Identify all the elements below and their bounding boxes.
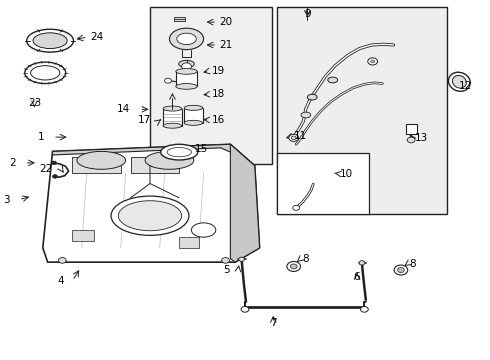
Circle shape	[182, 63, 192, 70]
Bar	[72, 230, 94, 241]
Ellipse shape	[163, 123, 182, 128]
Bar	[72, 157, 121, 173]
Circle shape	[359, 261, 365, 265]
Circle shape	[371, 60, 374, 63]
Text: 19: 19	[212, 66, 225, 76]
Text: 1: 1	[38, 132, 44, 142]
Text: 6: 6	[354, 272, 360, 282]
Circle shape	[51, 161, 56, 165]
Ellipse shape	[176, 68, 197, 74]
Bar	[277, 7, 447, 214]
Bar	[179, 237, 199, 248]
Circle shape	[52, 175, 57, 178]
Circle shape	[368, 58, 377, 65]
Text: 13: 13	[415, 133, 428, 143]
Circle shape	[361, 306, 368, 312]
Text: 18: 18	[212, 89, 225, 99]
Ellipse shape	[184, 120, 202, 125]
Text: 5: 5	[223, 265, 229, 275]
Ellipse shape	[328, 77, 338, 83]
Polygon shape	[52, 144, 255, 166]
Ellipse shape	[176, 84, 197, 89]
Circle shape	[290, 264, 297, 269]
Text: 8: 8	[410, 259, 416, 269]
Ellipse shape	[184, 105, 202, 111]
Polygon shape	[43, 144, 260, 262]
Circle shape	[58, 257, 66, 263]
Ellipse shape	[145, 152, 194, 169]
Text: 8: 8	[302, 254, 309, 264]
Ellipse shape	[452, 75, 466, 88]
Ellipse shape	[167, 148, 192, 157]
Circle shape	[239, 257, 245, 261]
Text: 23: 23	[28, 98, 41, 108]
Text: 11: 11	[294, 131, 307, 141]
Circle shape	[291, 136, 296, 140]
Ellipse shape	[30, 66, 60, 80]
Circle shape	[394, 265, 408, 275]
Text: 15: 15	[196, 144, 209, 154]
Ellipse shape	[163, 106, 182, 111]
Bar	[130, 157, 179, 173]
Bar	[163, 109, 182, 126]
Ellipse shape	[177, 33, 196, 45]
Ellipse shape	[33, 33, 67, 49]
Ellipse shape	[27, 29, 74, 52]
Text: 22: 22	[39, 164, 52, 174]
Bar	[277, 153, 369, 214]
Text: 2: 2	[9, 158, 16, 168]
Ellipse shape	[161, 144, 198, 160]
Text: 7: 7	[270, 318, 276, 328]
Circle shape	[293, 205, 299, 210]
Text: 12: 12	[459, 81, 472, 91]
Circle shape	[397, 267, 404, 273]
Text: 20: 20	[220, 17, 233, 27]
Ellipse shape	[307, 94, 317, 100]
Text: 10: 10	[340, 168, 353, 179]
Text: 24: 24	[90, 32, 103, 42]
Bar	[406, 124, 416, 134]
Ellipse shape	[25, 62, 66, 84]
Polygon shape	[230, 144, 260, 262]
Circle shape	[287, 261, 300, 271]
Bar	[176, 71, 197, 86]
Text: 21: 21	[220, 40, 233, 50]
Circle shape	[241, 306, 249, 312]
Text: 14: 14	[117, 104, 130, 114]
Ellipse shape	[118, 201, 182, 231]
Ellipse shape	[192, 223, 216, 237]
Bar	[174, 17, 185, 21]
Circle shape	[221, 257, 229, 263]
Ellipse shape	[301, 112, 311, 118]
Text: 3: 3	[3, 195, 10, 204]
Text: 17: 17	[138, 115, 151, 125]
Circle shape	[165, 78, 172, 83]
Ellipse shape	[448, 72, 470, 91]
Circle shape	[407, 137, 415, 143]
Ellipse shape	[179, 60, 195, 67]
Ellipse shape	[77, 152, 125, 169]
Bar	[184, 108, 202, 123]
Bar	[150, 7, 272, 164]
Text: 9: 9	[304, 9, 311, 19]
Text: 16: 16	[212, 115, 225, 125]
Text: 4: 4	[57, 276, 64, 286]
Ellipse shape	[170, 28, 203, 50]
Ellipse shape	[111, 196, 189, 235]
Circle shape	[289, 134, 298, 141]
